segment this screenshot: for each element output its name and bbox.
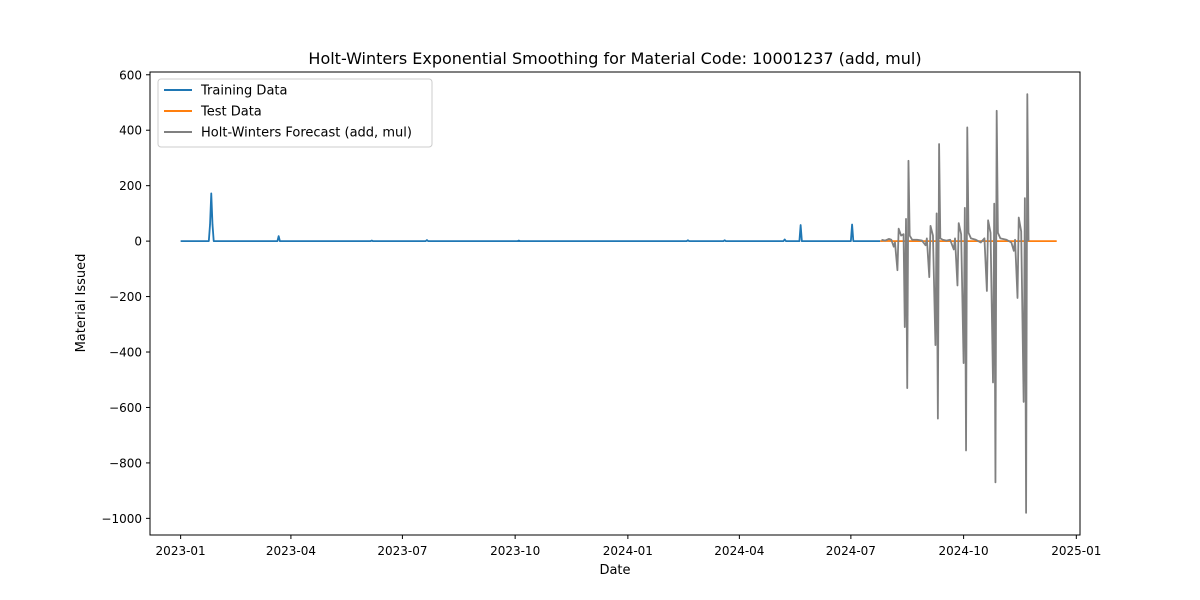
series-layer xyxy=(180,93,1057,514)
y-tick-label: −1000 xyxy=(101,512,142,526)
chart-title: Holt-Winters Exponential Smoothing for M… xyxy=(308,49,921,68)
legend-label: Test Data xyxy=(200,105,262,120)
x-tick-label: 2024-07 xyxy=(826,544,876,558)
y-tick-label: −800 xyxy=(109,456,142,470)
series-line-2 xyxy=(881,93,1030,514)
x-tick-label: 2023-01 xyxy=(156,544,206,558)
y-tick-label: 600 xyxy=(119,68,142,82)
plot-area xyxy=(150,72,1080,535)
y-axis: 600 400 200 0 −200 −400 −600 −800 −1000 xyxy=(101,68,150,526)
x-tick-label: 2023-07 xyxy=(377,544,427,558)
x-tick-label: 2024-10 xyxy=(939,544,989,558)
x-tick-label: 2025-01 xyxy=(1051,544,1101,558)
legend-label: Holt-Winters Forecast (add, mul) xyxy=(201,126,412,141)
x-tick-label: 2024-04 xyxy=(714,544,764,558)
y-tick-label: 200 xyxy=(119,179,142,193)
x-tick-label: 2023-04 xyxy=(266,544,316,558)
series-line-0 xyxy=(180,192,881,243)
y-tick-label: −400 xyxy=(109,346,142,360)
x-axis: 2023-01 2023-04 2023-07 2023-10 2024-01 2024-… xyxy=(156,535,1101,558)
legend-box xyxy=(157,78,433,148)
legend-label: Training Data xyxy=(200,84,287,99)
y-tick-label: 400 xyxy=(119,124,142,138)
x-tick-label: 2024-01 xyxy=(603,544,653,558)
y-axis-label: Material Issued xyxy=(74,254,89,353)
legend: Training Data Test Data Holt-Winters Forec… xyxy=(157,78,433,148)
plot-border xyxy=(149,71,1081,536)
y-tick-label: −600 xyxy=(109,401,142,415)
y-tick-label: −200 xyxy=(109,290,142,304)
y-tick-label: 0 xyxy=(134,235,142,249)
x-tick-label: 2023-10 xyxy=(490,544,540,558)
x-axis-label: Date xyxy=(599,563,630,578)
